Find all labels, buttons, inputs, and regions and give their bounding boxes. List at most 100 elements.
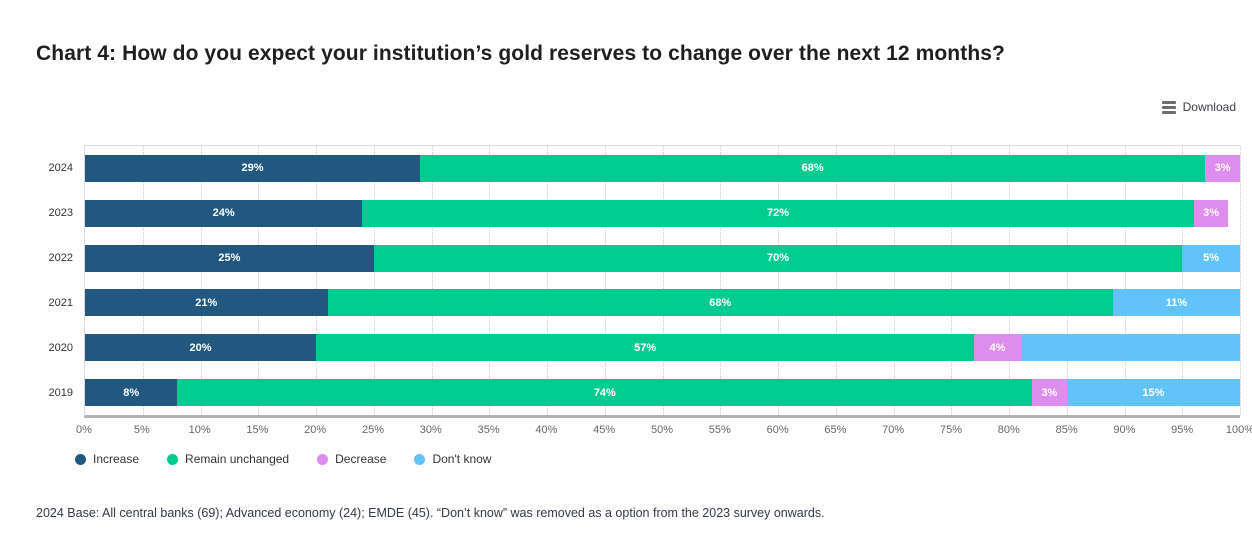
segment-value-label: 21%: [195, 296, 218, 309]
gridline: [720, 146, 722, 415]
segment-value-label: 68%: [801, 162, 824, 175]
x-axis-tick-label: 15%: [246, 424, 269, 436]
bar-segment[interactable]: 74%: [177, 379, 1033, 407]
stacked-bar: 24% 72% 3%: [85, 199, 1240, 227]
gridline: [142, 146, 144, 415]
gridline: [1009, 146, 1010, 415]
segment-value-label: 72%: [766, 207, 789, 220]
bar-segment[interactable]: [1020, 334, 1240, 362]
download-button[interactable]: Download: [1161, 100, 1236, 114]
x-axis-tick-label: 10%: [188, 424, 211, 436]
gridline: [1182, 146, 1184, 415]
legend-label: Increase: [93, 452, 140, 466]
x-axis-tick-label: 95%: [1171, 424, 1194, 436]
bar-segment[interactable]: 68%: [327, 289, 1113, 317]
legend-item-decrease[interactable]: Decrease: [317, 452, 386, 466]
gridline: [489, 146, 491, 415]
bar-row-2022: 2022 25% 70% 5%: [49, 236, 1240, 281]
bar-segment[interactable]: 11%: [1112, 289, 1240, 317]
bar-segment[interactable]: 5%: [1182, 244, 1240, 272]
legend-dot-icon: [317, 453, 329, 465]
year-label: 2023: [48, 207, 73, 220]
legend: Increase Remain unchanged Decrease Don't kn…: [75, 452, 519, 466]
legend-label: Don't know: [432, 452, 492, 466]
x-axis-tick-label: 90%: [1113, 424, 1136, 436]
footnote: 2024 Base: All central banks (69); Advan…: [36, 506, 825, 520]
bar-segment[interactable]: 3%: [1032, 379, 1067, 407]
segment-value-label: 3%: [1041, 386, 1058, 399]
year-label: 2019: [48, 386, 73, 399]
x-axis-tick-label: 100%: [1225, 424, 1252, 436]
x-axis: 0% 5% 10% 15% 20% 25% 30% 35% 40% 45% 50% 55% 60% 65%…: [76, 424, 1252, 438]
bar-segment[interactable]: 70%: [373, 244, 1183, 272]
gridline: [547, 146, 548, 415]
bar-row-2020: 2020 20% 57% 4%: [49, 325, 1240, 370]
download-label: Download: [1182, 100, 1236, 114]
bar-segment[interactable]: 15%: [1066, 379, 1240, 407]
bar-segment[interactable]: 72%: [362, 199, 1194, 227]
stacked-bar: 21% 68% 11%: [85, 289, 1240, 317]
bar-segment[interactable]: 29%: [85, 154, 420, 182]
segment-value-label: 3%: [1203, 207, 1220, 220]
legend-label: Decrease: [335, 452, 387, 466]
segment-value-label: 25%: [218, 252, 241, 265]
gridline: [662, 146, 664, 415]
plot-area: 2024 29% 68% 3% 2023 24% 72% 3% 2022 25% 70% 5% 2021…: [49, 145, 1241, 418]
bar-segment[interactable]: 68%: [419, 154, 1206, 182]
x-axis-tick-label: 80%: [997, 424, 1020, 436]
bar-row-2023: 2023 24% 72% 3%: [49, 191, 1240, 236]
x-axis-tick-label: 40%: [535, 424, 558, 436]
stacked-bar: 29% 68% 3%: [85, 154, 1240, 182]
x-axis-tick-label: 25%: [361, 424, 385, 436]
segment-value-label: 68%: [709, 296, 732, 309]
x-axis-tick-label: 55%: [708, 424, 731, 436]
segment-value-label: 24%: [212, 207, 235, 220]
x-axis-tick-label: 0%: [76, 424, 92, 436]
bar-segment[interactable]: 24%: [85, 199, 363, 227]
segment-value-label: 15%: [1142, 386, 1165, 399]
gridline: [835, 146, 837, 415]
legend-dot-icon: [75, 453, 86, 465]
gridline: [1240, 146, 1241, 415]
x-axis-tick-label: 60%: [766, 424, 789, 436]
gridline: [316, 146, 317, 415]
gridline: [1124, 146, 1126, 415]
gridline: [604, 146, 606, 415]
segment-value-label: 11%: [1165, 296, 1188, 309]
year-label: 2024: [48, 162, 73, 175]
x-axis-tick-label: 35%: [477, 424, 500, 436]
gridline: [893, 146, 895, 415]
bar-segment[interactable]: 21%: [85, 289, 328, 317]
bar-segment[interactable]: 57%: [316, 334, 975, 362]
legend-item-increase[interactable]: Increase: [75, 452, 139, 466]
x-axis-tick-label: 30%: [419, 424, 442, 436]
bar-segment[interactable]: 25%: [85, 244, 374, 272]
legend-item-don-t-know[interactable]: Don't know: [414, 452, 491, 466]
x-axis-tick-label: 85%: [1055, 424, 1078, 436]
year-label: 2020: [48, 341, 73, 354]
x-axis-tick-label: 75%: [939, 424, 963, 436]
stacked-bar: 20% 57% 4%: [85, 334, 1240, 362]
legend-item-remain-unchanged[interactable]: Remain unchanged: [167, 452, 289, 466]
x-axis-tick-label: 50%: [650, 424, 674, 436]
bar-segment[interactable]: 3%: [1205, 154, 1240, 182]
gridline: [778, 146, 779, 415]
segment-value-label: 8%: [123, 386, 140, 399]
segment-value-label: 74%: [593, 386, 616, 399]
segment-value-label: 4%: [989, 341, 1006, 354]
bar-segment[interactable]: 4%: [974, 334, 1021, 362]
gridline: [951, 146, 953, 415]
bar-segment[interactable]: 3%: [1193, 199, 1229, 227]
gridline: [1066, 146, 1068, 415]
year-label: 2021: [48, 296, 73, 309]
stacked-bar: 8% 74% 3% 15%: [85, 379, 1240, 407]
gridline: [431, 146, 433, 415]
segment-value-label: 70%: [766, 252, 790, 265]
x-axis-tick-label: 70%: [882, 424, 905, 436]
bar-row-2021: 2021 21% 68% 11%: [49, 280, 1240, 325]
bar-segment[interactable]: 20%: [85, 334, 316, 362]
segment-value-label: 29%: [241, 162, 264, 175]
bar-segment[interactable]: 8%: [85, 379, 178, 407]
gridline: [200, 146, 202, 415]
